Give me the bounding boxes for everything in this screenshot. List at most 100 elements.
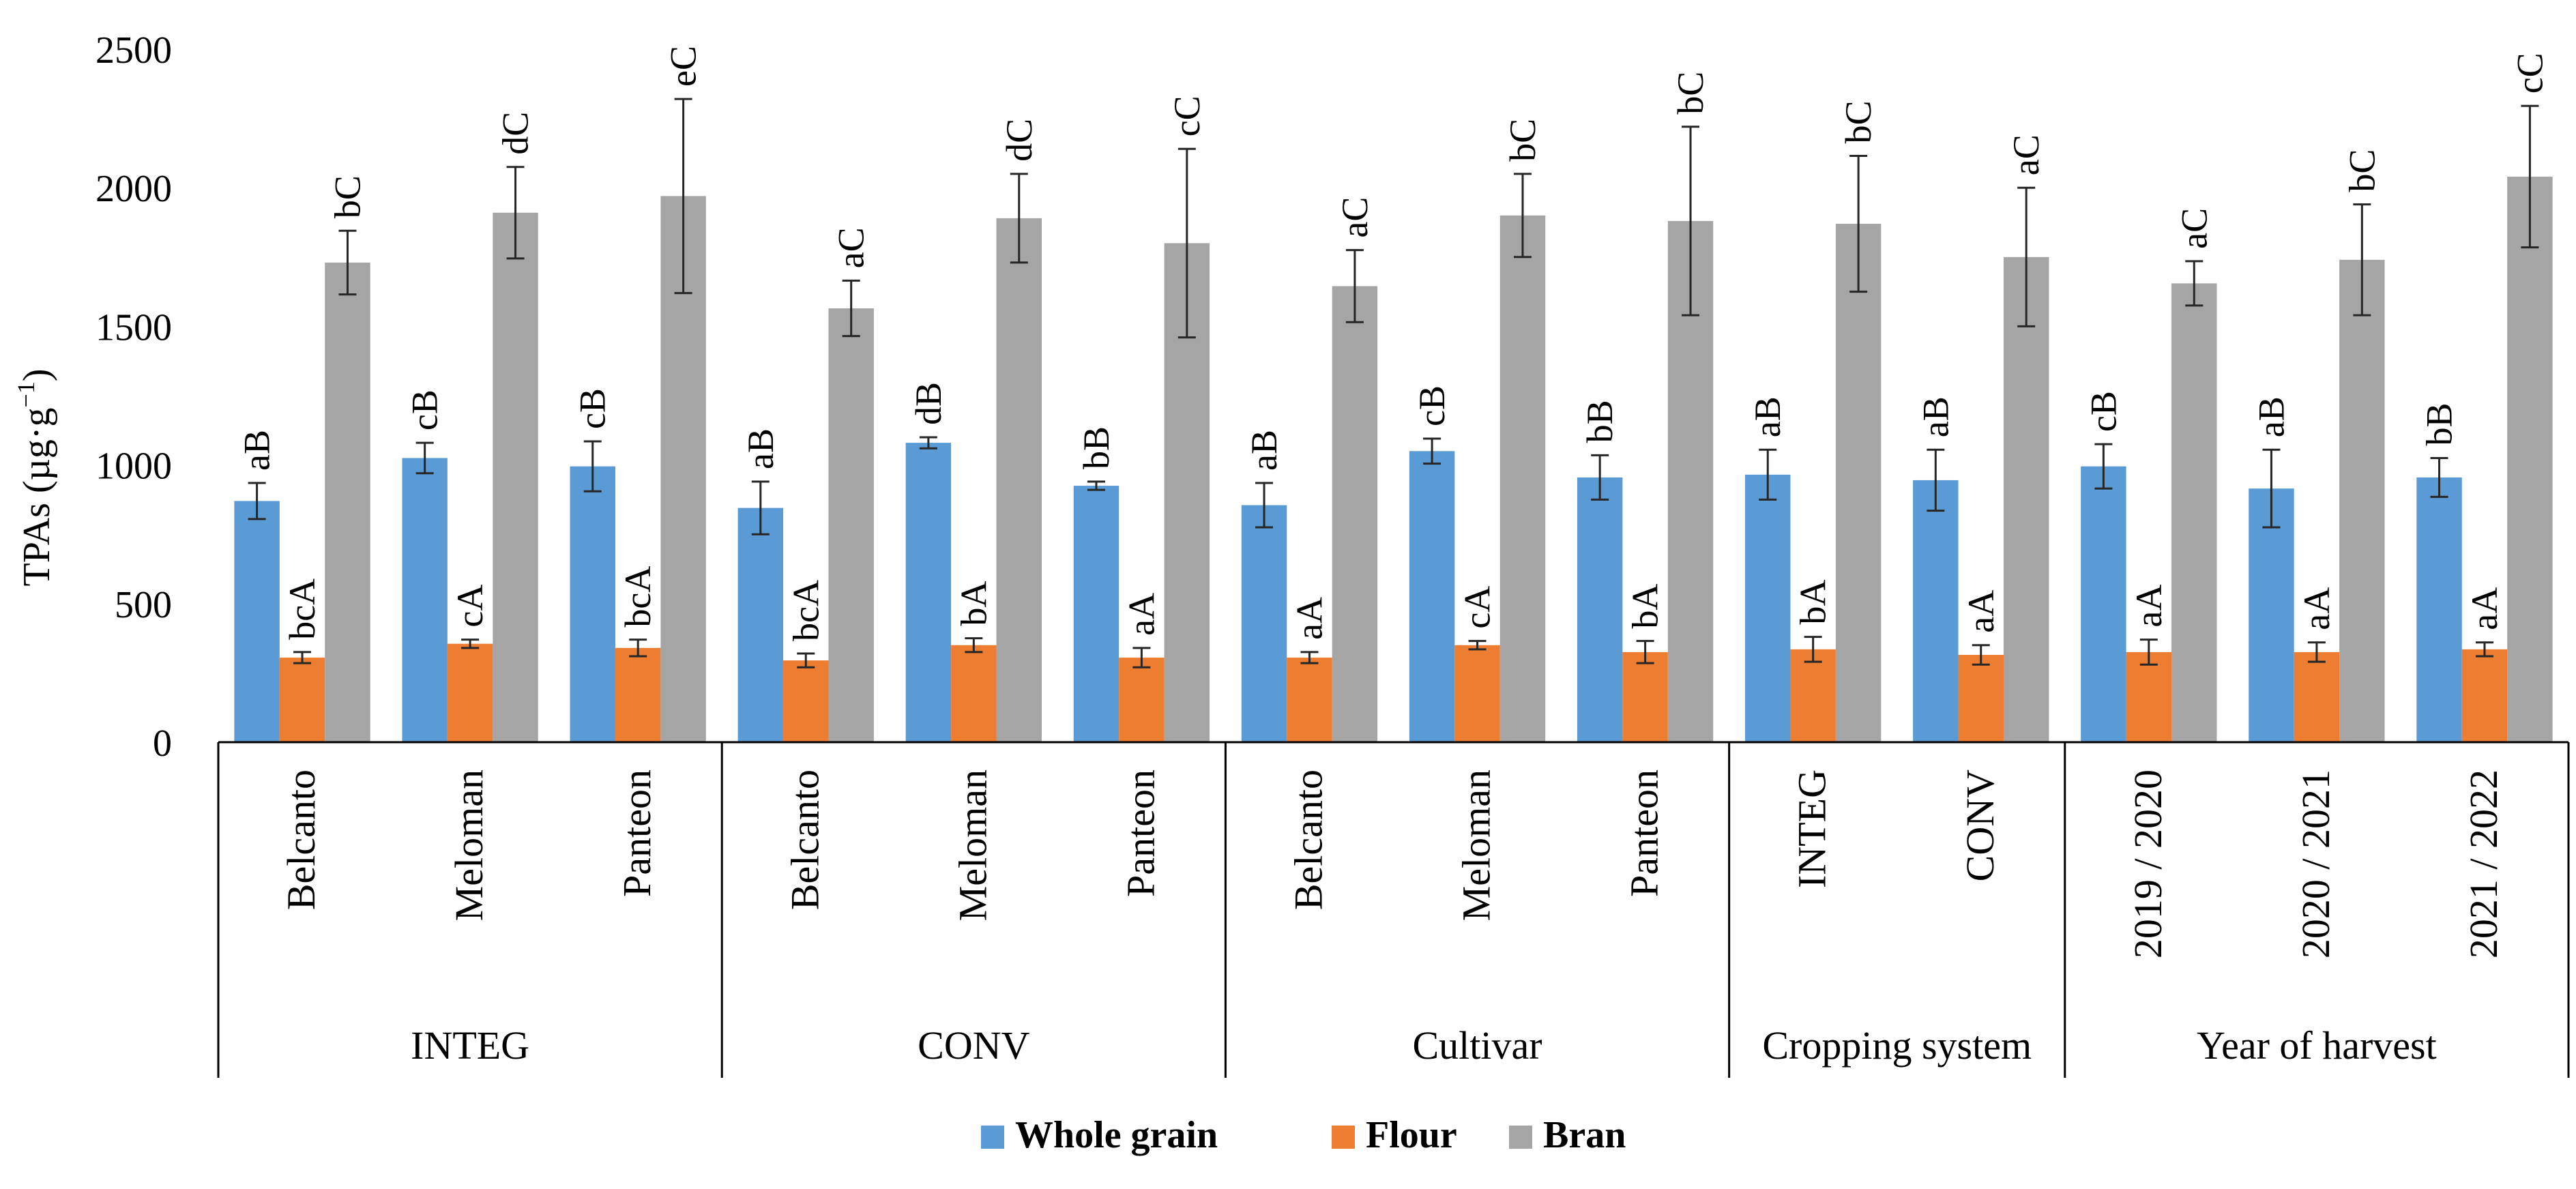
data-label-bran: cC bbox=[1167, 96, 1208, 136]
data-label-flour: aA bbox=[2296, 587, 2337, 630]
category-label: Belcanto bbox=[1286, 769, 1330, 910]
y-axis: 0 500 1000 1500 2000 2500 bbox=[96, 29, 172, 765]
bar-flour bbox=[1287, 658, 1332, 742]
bar-whole-grain bbox=[1577, 477, 1623, 742]
data-label-flour: bA bbox=[1793, 580, 1834, 625]
bar-bran bbox=[996, 218, 1042, 742]
data-label-whole-grain: bB bbox=[1579, 400, 1620, 443]
data-label-bran: bC bbox=[1838, 100, 1879, 143]
bar-whole-grain bbox=[2249, 488, 2294, 742]
data-label-bran: cC bbox=[2509, 53, 2550, 93]
series-bran: bC dC eC aC dC cC aC bC bC bC aC aC bC cC bbox=[325, 46, 2553, 743]
data-label-whole-grain: cB bbox=[572, 388, 613, 429]
data-label-whole-grain: aB bbox=[1244, 430, 1285, 471]
bar-flour bbox=[1622, 651, 1668, 742]
group-label: Year of harvest bbox=[2197, 1023, 2437, 1068]
bar-bran bbox=[828, 308, 874, 742]
bar-flour bbox=[951, 645, 997, 742]
data-label-bran: bC bbox=[1502, 119, 1543, 162]
bar-whole-grain bbox=[1409, 451, 1455, 742]
bar-flour bbox=[615, 647, 661, 742]
bar-whole-grain bbox=[402, 458, 448, 742]
category-label: CONV bbox=[1958, 769, 2002, 881]
data-label-flour: aA bbox=[1961, 590, 2002, 633]
data-label-bran: aC bbox=[1334, 197, 1375, 238]
data-label-whole-grain: cB bbox=[405, 390, 445, 430]
bar-flour bbox=[1958, 654, 2004, 742]
data-label-whole-grain: aB bbox=[237, 430, 278, 471]
data-label-flour: aA bbox=[2128, 585, 2169, 628]
series-flour: bcA cA bcA bcA bA aA aA cA bA bA aA aA aA aA bbox=[279, 566, 2508, 742]
bar-bran bbox=[1835, 224, 1882, 743]
y-tick-label: 500 bbox=[115, 584, 172, 626]
data-label-flour: bA bbox=[1625, 584, 1666, 629]
bar-flour bbox=[1790, 649, 1836, 742]
category-label: INTEG bbox=[1790, 769, 1834, 888]
bar-flour bbox=[447, 643, 493, 742]
data-label-whole-grain: aB bbox=[2251, 396, 2292, 437]
bar-flour bbox=[783, 660, 829, 742]
group-label: CONV bbox=[918, 1023, 1029, 1068]
y-tick-label: 0 bbox=[153, 722, 172, 765]
category-label: 2019 / 2020 bbox=[2126, 769, 2170, 958]
bar-whole-grain bbox=[1913, 480, 1959, 742]
category-label: Panteon bbox=[615, 769, 659, 897]
group-label: INTEG bbox=[411, 1023, 529, 1068]
category-label: Belcanto bbox=[782, 769, 827, 910]
data-label-flour: cA bbox=[450, 585, 491, 628]
data-label-bran: bC bbox=[2341, 149, 2382, 192]
legend-swatch-bran bbox=[1509, 1126, 1532, 1149]
data-label-bran: bC bbox=[327, 175, 368, 218]
data-label-bran: dC bbox=[999, 119, 1040, 162]
category-label: Panteon bbox=[1118, 769, 1162, 897]
group-label: Cropping system bbox=[1762, 1023, 2032, 1068]
category-label: Meloman bbox=[950, 769, 995, 921]
bar-bran bbox=[2171, 283, 2217, 743]
category-label: Meloman bbox=[447, 769, 491, 921]
bar-flour bbox=[2126, 651, 2172, 742]
data-label-flour: bA bbox=[953, 581, 994, 626]
bar-bran bbox=[325, 262, 370, 743]
data-label-bran: eC bbox=[663, 46, 704, 87]
data-label-whole-grain: aB bbox=[1915, 396, 1956, 437]
bar-whole-grain bbox=[2081, 466, 2126, 742]
bar-whole-grain bbox=[905, 443, 952, 742]
bar-whole-grain bbox=[737, 508, 784, 742]
category-label: Panteon bbox=[1622, 769, 1667, 897]
bar-bran bbox=[493, 212, 538, 742]
bar-flour bbox=[1454, 645, 1500, 742]
category-label: Belcanto bbox=[279, 769, 323, 910]
data-label-flour: cA bbox=[1457, 586, 1498, 629]
data-label-flour: aA bbox=[1121, 593, 1162, 636]
y-tick-label: 1500 bbox=[96, 306, 172, 349]
bar-bran bbox=[2339, 259, 2385, 742]
data-label-whole-grain: aB bbox=[1747, 396, 1788, 437]
bar-flour bbox=[1119, 658, 1165, 742]
bar-whole-grain bbox=[2416, 477, 2462, 742]
bar-bran bbox=[1499, 215, 1546, 743]
y-tick-label: 2000 bbox=[96, 168, 172, 210]
data-label-whole-grain: cB bbox=[2083, 391, 2124, 432]
y-axis-label: TPAs (µg·g−1) bbox=[12, 369, 58, 587]
y-axis-label-main: TPAs (µg·g bbox=[16, 407, 58, 586]
y-tick-label: 1000 bbox=[96, 445, 172, 488]
series-whole-grain: aB cB cB aB dB bB aB cB bB aB aB cB aB bB bbox=[234, 382, 2462, 742]
category-label: 2020 / 2021 bbox=[2294, 769, 2338, 958]
bar-bran bbox=[2507, 176, 2553, 743]
legend-label-bran: Bran bbox=[1543, 1114, 1626, 1156]
data-label-flour: bcA bbox=[282, 578, 323, 640]
bar-flour bbox=[2461, 649, 2508, 742]
x-axis: Belcanto Meloman Panteon Belcanto Meloman Pan… bbox=[217, 741, 2570, 1078]
y-axis-label-close: ) bbox=[16, 369, 58, 382]
data-label-bran: aC bbox=[2174, 208, 2214, 249]
bar-whole-grain bbox=[570, 466, 615, 742]
legend-swatch-flour bbox=[1332, 1126, 1355, 1149]
data-label-whole-grain: bB bbox=[2419, 402, 2460, 445]
data-label-flour: bcA bbox=[617, 566, 658, 628]
data-label-whole-grain: aB bbox=[740, 428, 781, 469]
bar-whole-grain bbox=[1073, 486, 1119, 742]
legend-label-whole-grain: Whole grain bbox=[1015, 1114, 1218, 1156]
